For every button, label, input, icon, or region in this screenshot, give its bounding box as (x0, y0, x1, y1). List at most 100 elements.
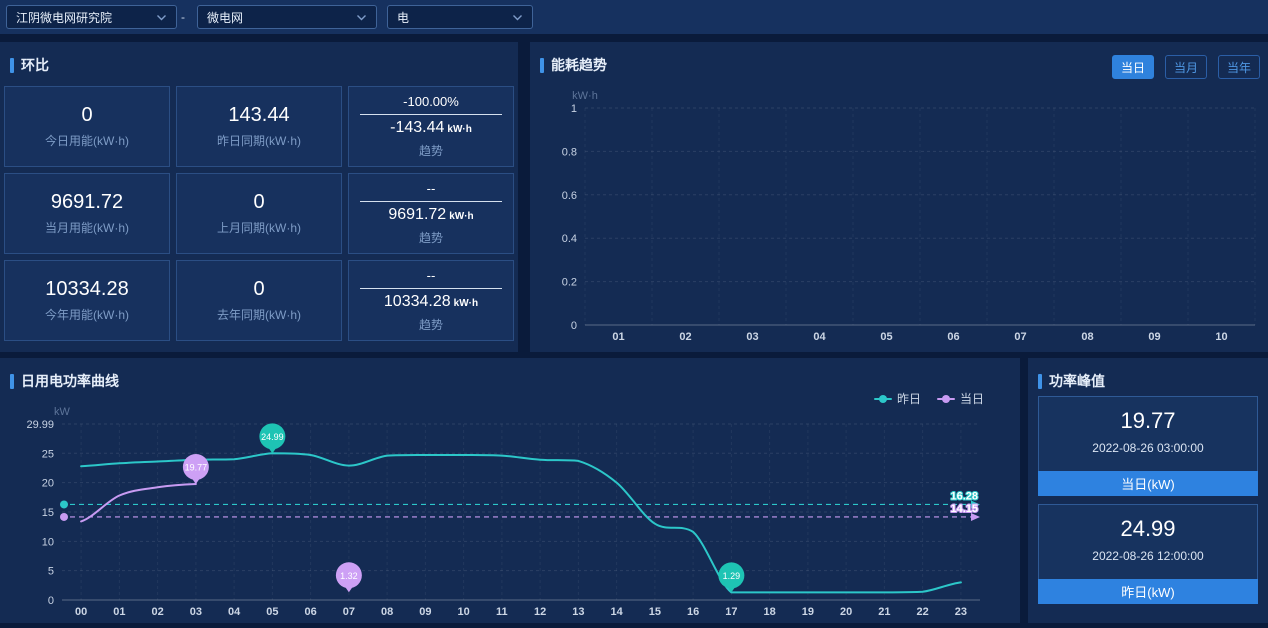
trend-value: 9691.72 kW·h (388, 206, 474, 223)
svg-text:19.77: 19.77 (185, 462, 208, 472)
svg-text:19: 19 (802, 606, 814, 618)
trend-label: 趋势 (418, 318, 443, 332)
energy-type-select[interactable]: 电 (387, 5, 533, 29)
energy-trend-panel: 能耗趋势 当日 当月 当年 1 0.8 0.6 0.4 0.2 0 kW·h 01 02 03 04 05… (530, 42, 1268, 352)
stat-card: 143.44 昨日同期(kW·h) (176, 86, 342, 167)
trend-percent: -100.00% (403, 94, 459, 109)
svg-text:18: 18 (764, 606, 776, 618)
svg-text:29.99: 29.99 (26, 419, 54, 431)
svg-text:01: 01 (113, 606, 125, 618)
ring-comparison-panel: 环比 0 今日用能(kW·h) 143.44 昨日同期(kW·h) -100.0… (0, 42, 518, 352)
stat-card: 10334.28 今年用能(kW·h) (4, 260, 170, 341)
grid-select[interactable]: 微电网 (197, 5, 377, 29)
svg-text:15: 15 (649, 606, 661, 618)
daily-power-curve-panel: 日用电功率曲线 昨日 当日 29.99 25 20 15 10 5 0 kW 00 01 02 03 04… (0, 358, 1020, 623)
svg-text:21: 21 (878, 606, 890, 618)
panel-title: 日用电功率曲线 (10, 371, 119, 391)
select-separator: - (181, 10, 185, 24)
svg-text:16: 16 (687, 606, 699, 618)
svg-text:09: 09 (1148, 331, 1160, 343)
trend-card: -- 9691.72 kW·h 趋势 (348, 173, 514, 254)
svg-text:00: 00 (75, 606, 87, 618)
svg-text:1: 1 (571, 103, 577, 115)
trend-unit: kW·h (453, 298, 479, 309)
trend-value: 10334.28 kW·h (383, 293, 479, 310)
stat-card: 0 上月同期(kW·h) (176, 173, 342, 254)
legend-marker-icon (936, 394, 955, 403)
stat-value: 9691.72 (50, 191, 124, 213)
stat-label: 今年用能(kW·h) (45, 308, 129, 322)
svg-text:07: 07 (343, 606, 355, 618)
svg-text:12: 12 (534, 606, 546, 618)
stat-label: 昨日同期(kW·h) (217, 134, 301, 148)
svg-text:0: 0 (48, 595, 54, 607)
power-curve-chart: 29.99 25 20 15 10 5 0 kW 00 01 02 03 04 05 06 07 08 09 10 1… (0, 402, 1020, 623)
svg-text:25: 25 (42, 448, 54, 460)
svg-text:0.2: 0.2 (562, 277, 577, 289)
stat-value: 0 (253, 278, 265, 300)
title-accent-bar (10, 57, 14, 73)
stat-label: 上月同期(kW·h) (217, 221, 301, 235)
legend-item-yesterday[interactable]: 昨日 (873, 390, 921, 407)
stat-label: 去年同期(kW·h) (217, 308, 301, 322)
peak-card-yesterday: 24.99 2022-08-26 12:00:00 昨日(kW) (1038, 504, 1258, 604)
svg-text:24.99: 24.99 (261, 432, 284, 442)
svg-text:04: 04 (813, 331, 826, 343)
stat-value: 0 (81, 104, 93, 126)
stat-value: 0 (253, 191, 265, 213)
trend-card: -100.00% -143.44 kW·h 趋势 (348, 86, 514, 167)
svg-text:0.6: 0.6 (562, 190, 577, 202)
peak-card-today: 19.77 2022-08-26 03:00:00 当日(kW) (1038, 396, 1258, 496)
title-accent-bar (10, 373, 14, 389)
legend-item-today[interactable]: 当日 (936, 390, 984, 407)
svg-text:20: 20 (840, 606, 852, 618)
svg-text:20: 20 (42, 478, 54, 490)
tab-daily[interactable]: 当日 (1111, 55, 1154, 79)
divider (360, 201, 502, 202)
stat-card: 0 今日用能(kW·h) (4, 86, 170, 167)
peak-timestamp: 2022-08-26 12:00:00 (1092, 549, 1204, 563)
today-kw-button[interactable]: 当日(kW) (1038, 471, 1258, 496)
svg-text:5: 5 (48, 566, 54, 578)
svg-text:10: 10 (1215, 331, 1227, 343)
stat-label: 当月用能(kW·h) (45, 221, 129, 235)
panel-title-text: 日用电功率曲线 (21, 373, 119, 389)
trend-label: 趋势 (418, 231, 443, 245)
svg-text:06: 06 (305, 606, 317, 618)
svg-text:16.28: 16.28 (950, 490, 978, 502)
peak-timestamp: 2022-08-26 03:00:00 (1092, 441, 1204, 455)
svg-text:11: 11 (496, 606, 508, 618)
svg-text:1.29: 1.29 (723, 571, 741, 581)
svg-text:02: 02 (679, 331, 691, 343)
panel-title-text: 环比 (21, 57, 49, 73)
svg-text:0.4: 0.4 (562, 233, 577, 245)
svg-text:17: 17 (725, 606, 737, 618)
time-range-tabs: 当日 当月 当年 (1111, 55, 1260, 79)
tab-monthly[interactable]: 当月 (1164, 55, 1207, 79)
svg-text:14: 14 (611, 606, 624, 618)
tab-yearly[interactable]: 当年 (1217, 55, 1260, 79)
legend-label: 当日 (959, 392, 984, 406)
svg-text:22: 22 (917, 606, 929, 618)
trend-value: -143.44 kW·h (390, 119, 472, 136)
svg-text:kW: kW (54, 406, 71, 418)
yesterday-kw-button[interactable]: 昨日(kW) (1038, 579, 1258, 604)
energy-trend-chart: 1 0.8 0.6 0.4 0.2 0 kW·h 01 02 03 04 05 06 07 08 09 10 (530, 88, 1268, 348)
chevron-down-icon (512, 10, 523, 24)
svg-text:05: 05 (266, 606, 278, 618)
trend-unit: kW·h (449, 211, 474, 222)
site-select[interactable]: 江阴微电网研究院 (6, 5, 177, 29)
title-accent-bar (1038, 373, 1042, 389)
svg-text:0: 0 (571, 320, 577, 332)
peak-value: 19.77 (1120, 408, 1176, 433)
svg-text:08: 08 (381, 606, 393, 618)
panel-title: 环比 (10, 55, 49, 75)
grid-select-value: 微电网 (207, 10, 244, 25)
chart-legend: 昨日 当日 (873, 390, 984, 407)
svg-text:06: 06 (947, 331, 959, 343)
panel-title-text: 能耗趋势 (551, 57, 607, 73)
svg-text:0.8: 0.8 (562, 146, 577, 158)
stat-value: 10334.28 (45, 278, 129, 300)
panel-title: 功率峰值 (1038, 371, 1105, 391)
energy-type-select-value: 电 (397, 10, 410, 25)
